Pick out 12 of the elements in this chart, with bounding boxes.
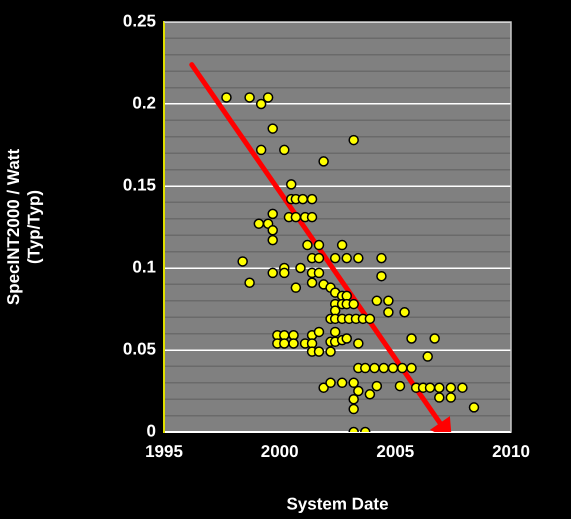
x-tick-label: 2000 [260,442,299,461]
y-tick-label: 0.25 [122,12,156,31]
x-tick-label: 2010 [492,442,530,461]
x-axis-title: System Date [286,494,389,514]
y-tick-label: 0 [146,422,156,441]
y-tick-label: 0.05 [122,340,156,359]
y-tick-label: 0.2 [132,94,156,113]
x-tick-label: 1995 [145,442,183,461]
x-tick-label: 2005 [376,442,414,461]
y-axis-title: SpecINT2000 / Watt (Typ/Typ) [4,148,44,306]
y-tick-label: 0.1 [132,258,156,277]
y-tick-label: 0.15 [122,176,156,195]
